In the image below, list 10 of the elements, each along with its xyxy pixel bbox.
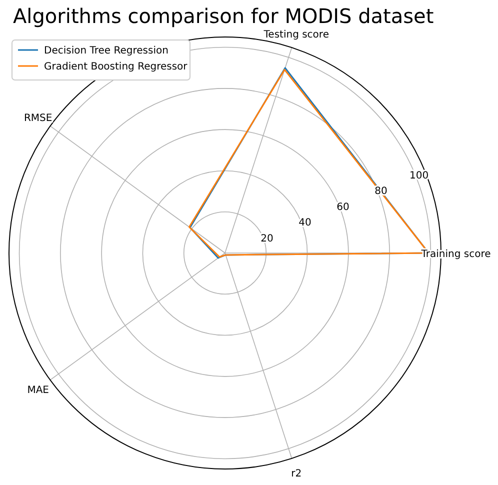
spoke-label: RMSE [24,113,52,124]
chart-title: Algorithms comparison for MODIS dataset [13,4,434,28]
spoke-label: Testing score [262,29,329,40]
y-tick-label: 60 [336,202,350,213]
legend-label: Gradient Boosting Regressor [44,62,188,72]
spoke-label: r2 [291,468,302,480]
y-tick-label: 20 [260,233,274,244]
legend-label: Decision Tree Regression [44,46,168,56]
spoke-label: MAE [27,384,50,396]
y-tick-label: 40 [298,218,312,229]
